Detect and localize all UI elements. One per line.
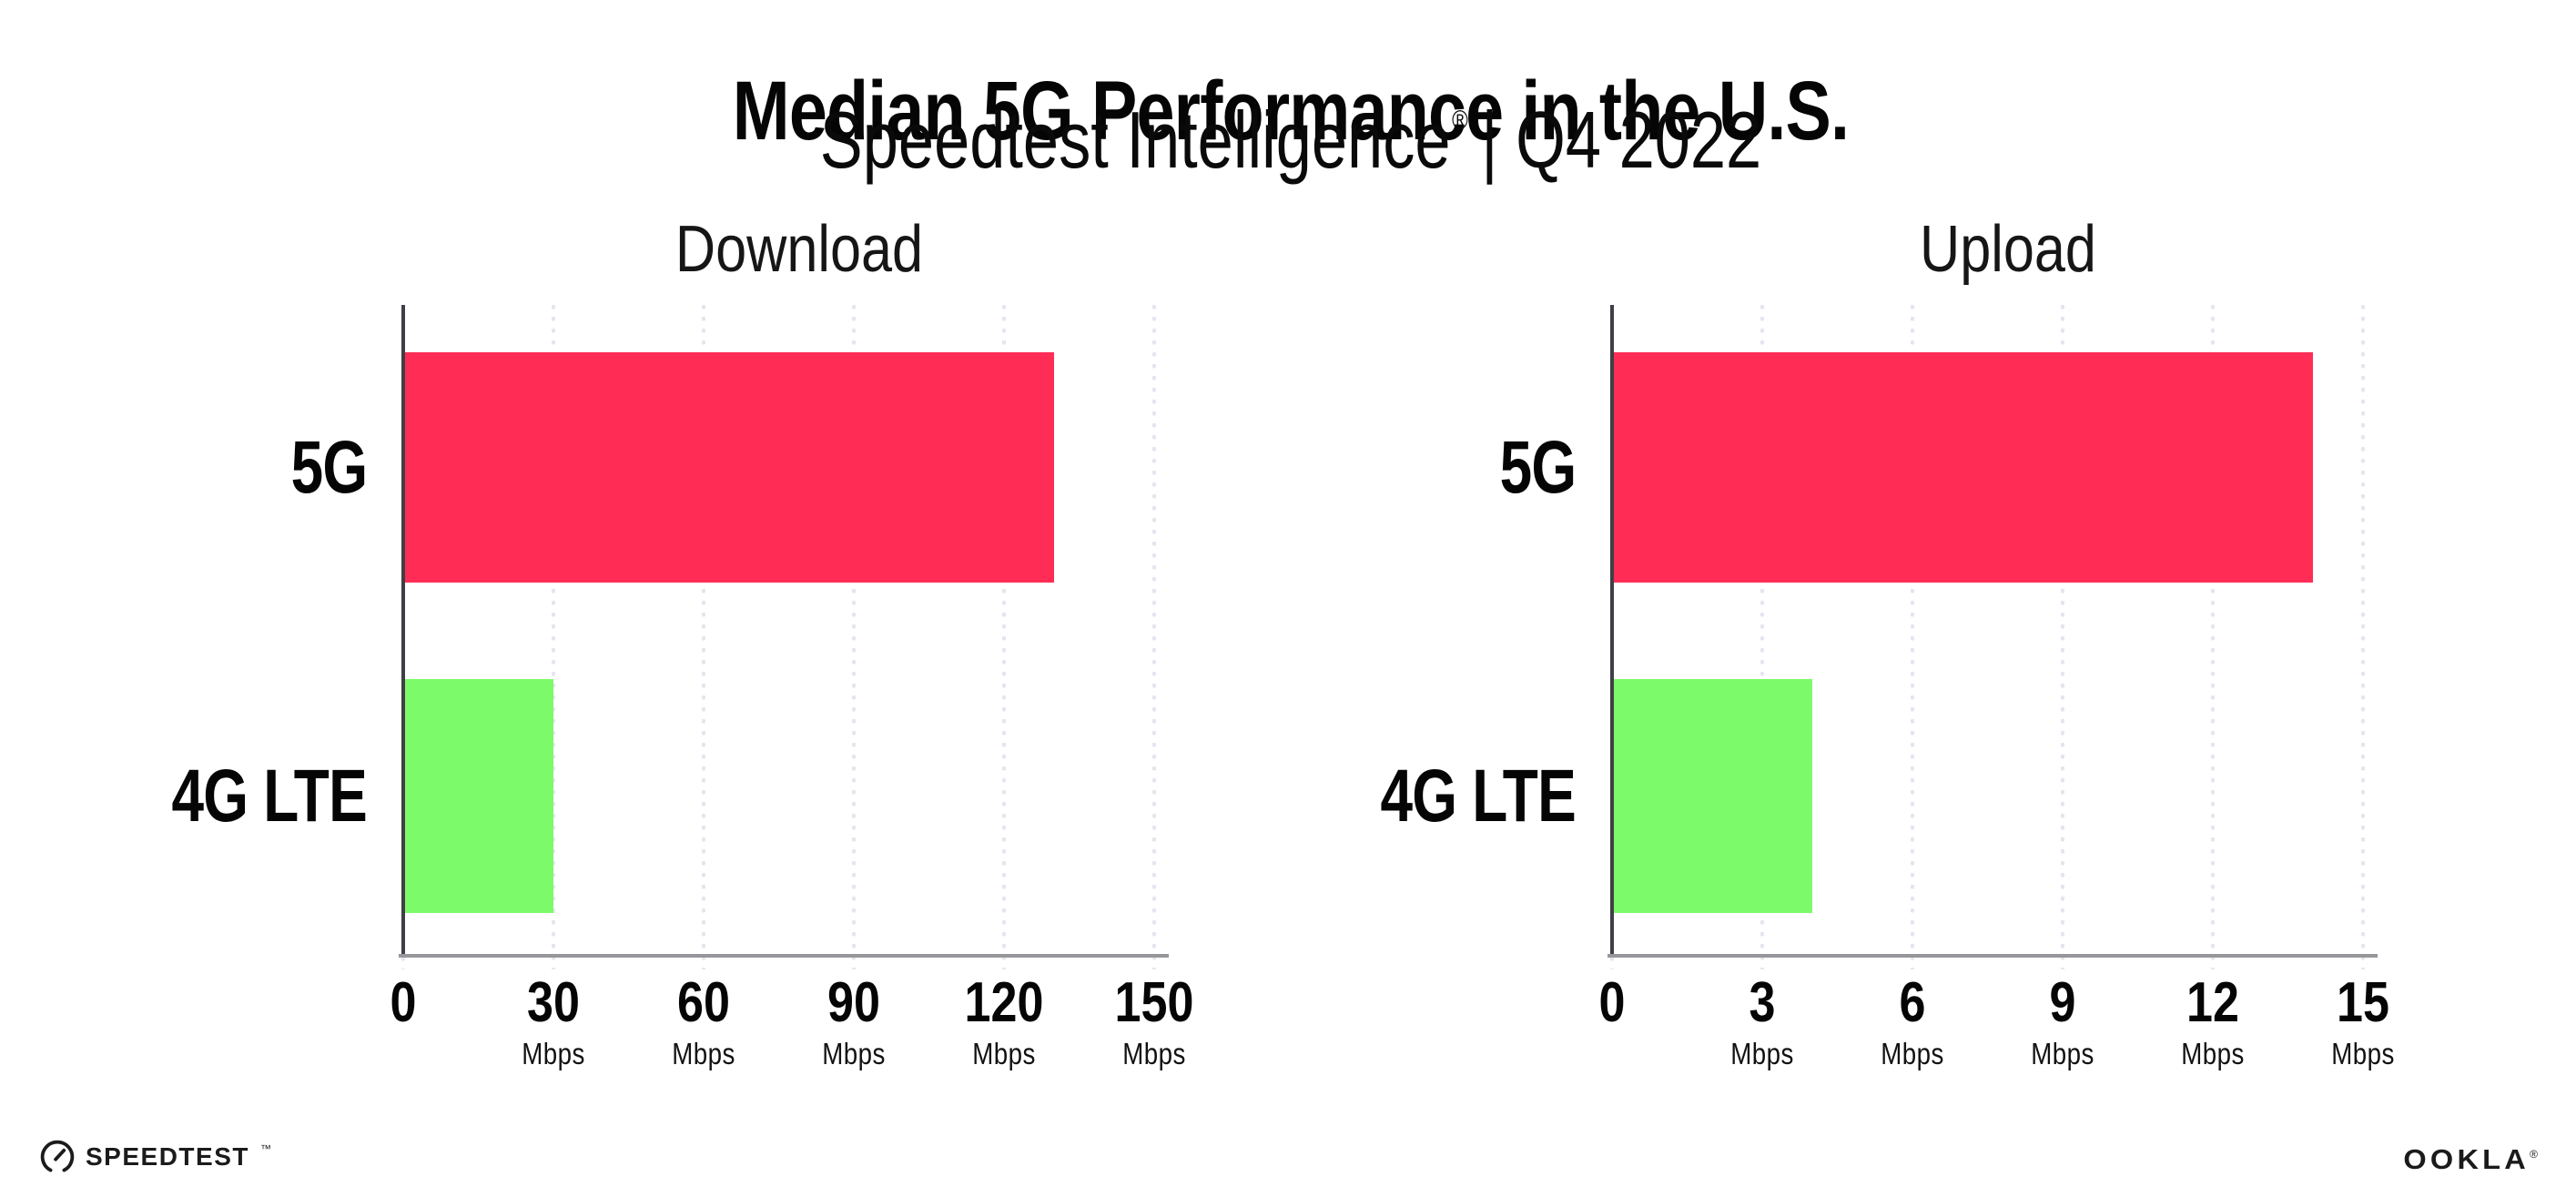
gridline: [852, 305, 856, 969]
gridline: [1152, 305, 1156, 969]
tick-unit: Mbps: [2331, 1037, 2395, 1070]
y-axis-line: [401, 305, 405, 958]
bar-5g-upload: [1612, 352, 2313, 583]
tick-unit: Mbps: [1122, 1037, 1186, 1070]
speedtest-logo: SPEEDTEST ™: [40, 1140, 271, 1174]
tick-value: 30: [527, 971, 580, 1034]
tick-value: 9: [2049, 971, 2076, 1034]
tick-value: 120: [964, 971, 1044, 1034]
registered-symbol: ®: [2530, 1148, 2538, 1161]
bar-5g-download: [403, 352, 1054, 583]
speedtest-gauge-icon: [40, 1140, 75, 1172]
category-label-4g-lte: 4G LTE: [1380, 755, 1577, 837]
tick-unit: Mbps: [2031, 1037, 2094, 1070]
tick-unit: Mbps: [1881, 1037, 1944, 1070]
download-chart-title: Download: [674, 213, 923, 286]
tick-value: 12: [2186, 971, 2239, 1034]
gridline-stub: [1610, 957, 1614, 969]
gridline: [1760, 305, 1764, 969]
x-tick: 0: [390, 975, 417, 1039]
tick-value: 3: [1749, 971, 1776, 1034]
x-tick: 90 Mbps: [822, 971, 886, 1070]
bar-4g-lte-upload: [1612, 679, 1812, 913]
tick-unit: Mbps: [972, 1037, 1036, 1070]
tick-value: 150: [1114, 971, 1194, 1034]
tick-unit: Mbps: [522, 1037, 585, 1070]
x-tick: 120 Mbps: [964, 971, 1044, 1070]
subtitle-brand: Speedtest Intelligence: [819, 95, 1451, 185]
tick-unit: Mbps: [1730, 1037, 1794, 1070]
bar-4g-lte-download: [403, 679, 553, 913]
gridline: [2361, 305, 2365, 969]
tick-unit: Mbps: [672, 1037, 735, 1070]
x-axis-line: [399, 954, 1169, 958]
subtitle-period: | Q4 2022: [1481, 95, 1762, 185]
x-tick: 60 Mbps: [672, 971, 735, 1070]
x-axis-line: [1607, 954, 2378, 958]
y-axis-line: [1610, 305, 1614, 958]
ookla-wordmark: OOKLA: [2403, 1143, 2530, 1175]
speedtest-wordmark: SPEEDTEST: [86, 1142, 249, 1171]
x-tick: 15 Mbps: [2331, 971, 2395, 1070]
x-tick: 9 Mbps: [2031, 971, 2094, 1070]
category-label-5g: 5G: [290, 426, 368, 509]
page-title: Median 5G Performance in the U.S.: [732, 64, 1850, 157]
upload-chart-title: Upload: [1919, 213, 2096, 286]
page-subtitle: Speedtest Intelligence® | Q4 2022: [820, 94, 1761, 187]
tick-unit: Mbps: [2181, 1037, 2245, 1070]
x-tick: 30 Mbps: [522, 971, 585, 1070]
trademark-symbol: ™: [259, 1142, 271, 1155]
gridline-stub: [401, 957, 405, 969]
ookla-logo: OOKLA®: [2404, 1143, 2538, 1176]
x-tick: 150 Mbps: [1114, 971, 1194, 1070]
tick-value: 90: [827, 971, 880, 1034]
gridline: [2061, 305, 2064, 969]
x-tick: 12 Mbps: [2181, 971, 2245, 1070]
gridline: [552, 305, 555, 969]
category-label-5g: 5G: [1499, 426, 1577, 509]
category-label-4g-lte: 4G LTE: [171, 755, 368, 837]
x-tick: 0: [1599, 975, 1626, 1039]
tick-value: 0: [390, 971, 417, 1034]
x-tick: 3 Mbps: [1730, 971, 1794, 1070]
x-tick: 6 Mbps: [1881, 971, 1944, 1070]
gridline: [702, 305, 705, 969]
registered-mark: ®: [1452, 106, 1468, 136]
tick-value: 0: [1598, 971, 1626, 1034]
tick-unit: Mbps: [822, 1037, 886, 1070]
tick-value: 15: [2337, 971, 2389, 1034]
tick-value: 60: [677, 971, 730, 1034]
tick-value: 6: [1899, 971, 1926, 1034]
gridline: [1002, 305, 1006, 969]
gridline: [2211, 305, 2215, 969]
upload-chart: Upload 5G 4G LTE 0 3 Mbps 6 Mbps 9 Mbps: [1381, 213, 2395, 1069]
gridline: [1911, 305, 1914, 969]
download-chart: Download 5G 4G LTE 0 30 Mbps 60 Mbps 90 …: [172, 213, 1194, 1069]
